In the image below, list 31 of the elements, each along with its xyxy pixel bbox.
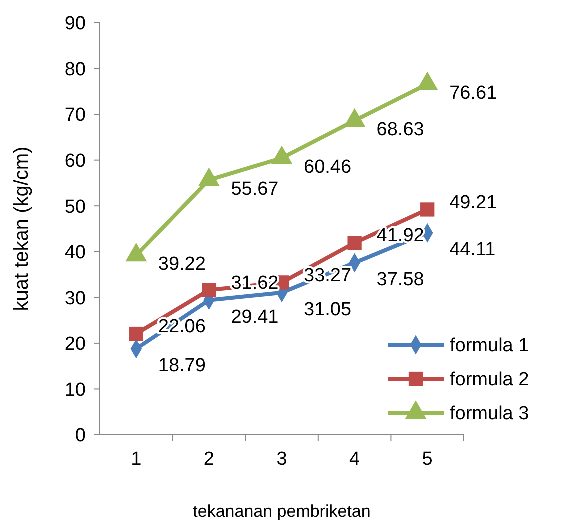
y-tick-label: 90	[64, 14, 86, 35]
data-label: 44.11	[450, 240, 496, 261]
y-tick-label: 10	[64, 380, 86, 401]
data-label: 76.61	[450, 82, 498, 104]
y-tick-label: 40	[64, 242, 86, 264]
y-tick-label: 70	[64, 105, 86, 126]
y-tick-label: 50	[64, 196, 86, 218]
data-label: 18.79	[158, 356, 206, 377]
y-tick-label: 60	[64, 150, 86, 172]
data-label: 68.63	[376, 119, 424, 140]
x-tick-label: 5	[422, 449, 433, 470]
data-label: 39.22	[158, 254, 206, 276]
data-label: 49.21	[450, 192, 498, 214]
y-tick-label: 20	[64, 334, 86, 356]
x-tick-label: 1	[131, 449, 142, 470]
legend-label: formula 3	[450, 404, 530, 425]
x-tick-label: 2	[204, 449, 214, 470]
y-axis-title: kuat tekan (kg/cm)	[11, 146, 33, 312]
x-tick-label: 3	[276, 449, 288, 470]
legend-label: formula 2	[450, 370, 530, 391]
y-tick-label: 0	[75, 426, 86, 447]
data-label: 37.58	[376, 270, 424, 291]
y-tick-label: 80	[64, 59, 86, 80]
y-tick-label: 30	[64, 288, 86, 310]
data-label: 29.41	[231, 307, 279, 328]
data-label: 60.46	[304, 156, 352, 178]
data-label: 55.67	[231, 178, 279, 200]
data-label: 31.05	[304, 300, 352, 321]
x-tick-label: 4	[350, 449, 361, 470]
x-axis-title: tekananan pembriketan	[193, 502, 371, 521]
legend-label: formula 1	[450, 336, 530, 357]
